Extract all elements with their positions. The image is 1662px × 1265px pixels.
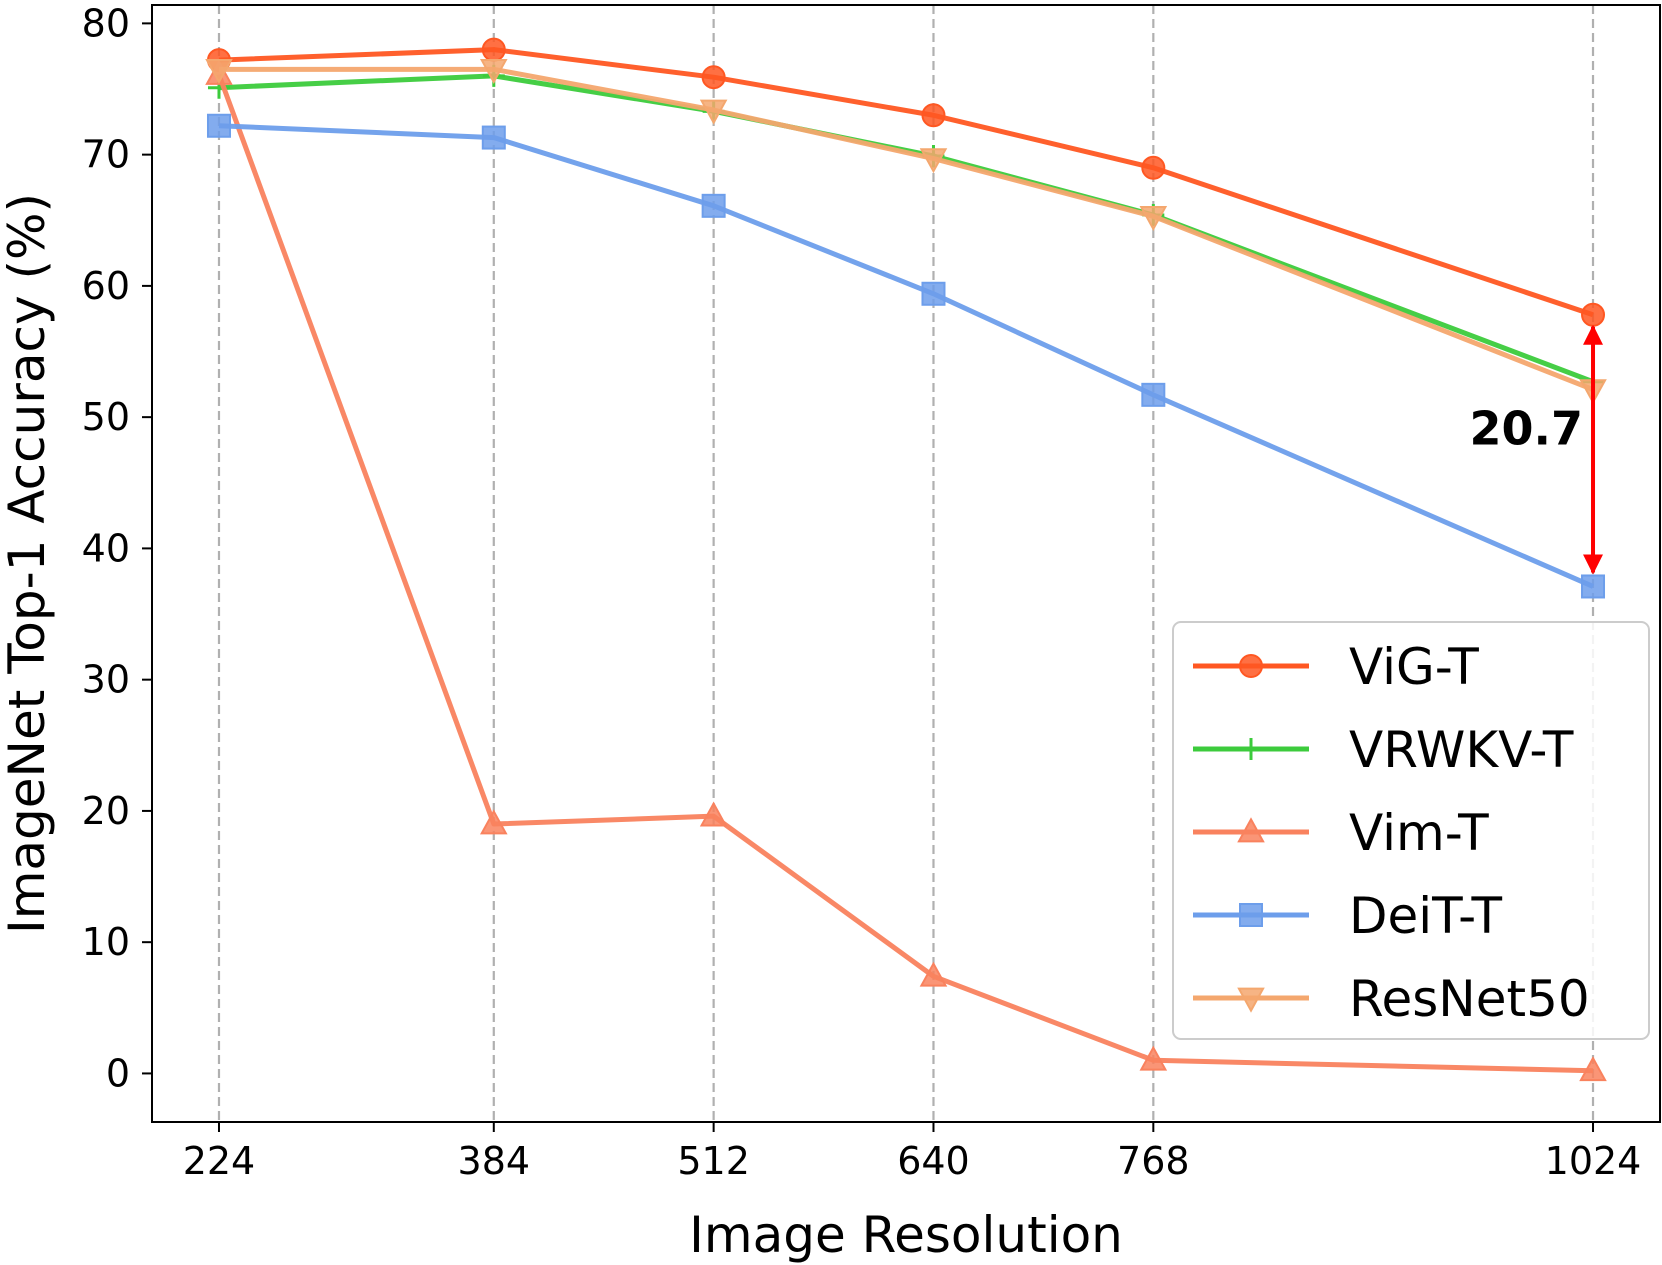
y-tick-label-70: 70 (82, 133, 130, 177)
y-tick-label-0: 0 (106, 1051, 130, 1095)
point-deit-t-1024 (1581, 574, 1606, 599)
legend-marker-resnet50 (1237, 987, 1265, 1013)
point-vig-t-1024 (1581, 302, 1606, 327)
point-vig-t-768 (1141, 155, 1166, 180)
point-vim-t-512 (699, 801, 728, 827)
y-tick-label-10: 10 (82, 920, 130, 964)
legend-marker-vrwkv-t (1240, 738, 1262, 760)
point-vim-t-1024 (1579, 1056, 1607, 1082)
series-vrwkv-t (207, 64, 1605, 393)
series-line-vim-t (216, 73, 1594, 1074)
y-tick-label-30: 30 (82, 658, 130, 702)
point-resnet50-640 (919, 148, 948, 174)
x-tick-label-768: 768 (1117, 1139, 1190, 1183)
series-line-vig-t (218, 47, 1594, 318)
y-tick-label-80: 80 (82, 1, 130, 45)
point-vim-t-384 (479, 809, 508, 835)
series-line-deit-t (218, 123, 1595, 589)
legend-item-vrwkv-t: VRWKV-T (1193, 721, 1574, 779)
point-deit-t-768 (1141, 382, 1166, 407)
point-resnet50-512 (699, 99, 728, 125)
legend-item-resnet50: ResNet50 (1193, 970, 1590, 1028)
point-deit-t-640 (921, 281, 946, 306)
x-tick-label-224: 224 (183, 1139, 256, 1183)
x-tick-label-384: 384 (458, 1139, 531, 1183)
legend-label-vim-t: Vim-T (1349, 804, 1489, 862)
y-tick-label-40: 40 (82, 526, 130, 570)
legend-marker-vig-t (1239, 654, 1263, 678)
series-deit-t (206, 113, 1606, 599)
point-resnet50-224 (205, 58, 233, 85)
annotation: 20.7 (1470, 324, 1604, 575)
legend: ViG-T VRWKV-T Vim-T DeiT-T ResNet50 (1172, 621, 1650, 1040)
point-vim-t-640 (919, 961, 948, 987)
x-tick-label-1024: 1024 (1545, 1139, 1642, 1183)
legend-item-deit-t: DeiT-T (1193, 887, 1503, 945)
point-deit-t-512 (701, 193, 726, 218)
y-axis-ticks: 0 10 20 30 40 50 60 70 80 (82, 1, 152, 1095)
legend-marker-vim-t (1237, 817, 1265, 843)
series-line-resnet50 (218, 66, 1594, 392)
x-axis-title: Image Resolution (689, 1206, 1123, 1264)
point-resnet50-768 (1139, 205, 1168, 232)
legend-marker-deit-t (1239, 903, 1263, 927)
x-tick-label-512: 512 (677, 1139, 750, 1183)
y-tick-label-60: 60 (82, 264, 130, 308)
legend-label-deit-t: DeiT-T (1349, 887, 1503, 945)
legend-label-vrwkv-t: VRWKV-T (1349, 721, 1574, 779)
y-axis-title: ImageNet Top-1 Accuracy (%) (0, 193, 56, 934)
plot-frame (151, 4, 1661, 1123)
point-deit-t-224 (206, 113, 231, 138)
legend-label-resnet50: ResNet50 (1349, 970, 1590, 1028)
gap-label: 20.7 (1470, 402, 1584, 456)
y-tick-label-50: 50 (82, 395, 130, 439)
point-vig-t-384 (481, 37, 506, 62)
legend-label-vig-t: ViG-T (1349, 638, 1479, 696)
legend-item-vim-t: Vim-T (1193, 804, 1489, 862)
point-vim-t-768 (1139, 1045, 1168, 1071)
y-tick-label-20: 20 (82, 789, 130, 833)
x-axis-ticks: 224 384 512 640 768 1024 (183, 1122, 1642, 1183)
legend-item-vig-t: ViG-T (1193, 638, 1479, 696)
point-vig-t-512 (701, 65, 726, 90)
legend-box (1172, 621, 1650, 1040)
point-resnet50-384 (479, 58, 508, 85)
point-vig-t-640 (921, 103, 946, 128)
series-line-vrwkv-t (218, 73, 1594, 385)
x-tick-label-640: 640 (897, 1139, 970, 1183)
point-deit-t-384 (481, 125, 506, 150)
